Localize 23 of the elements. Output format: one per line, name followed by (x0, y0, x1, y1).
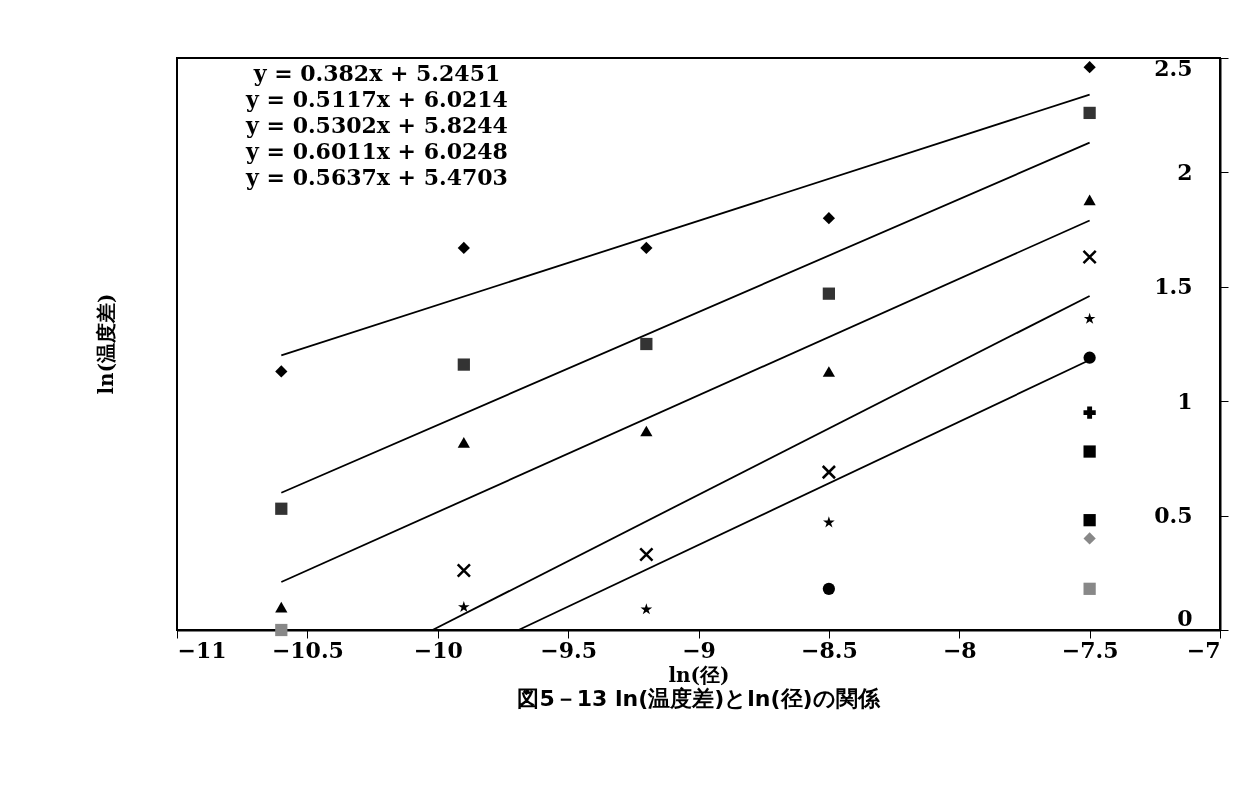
annotation: y = 0.5302x + 5.8244 (245, 112, 508, 138)
x-tick-label: −11 (177, 636, 227, 663)
y-axis-title: ln(温度差) (94, 293, 118, 395)
y-tick-label: 0.5 (1154, 502, 1193, 529)
x-tick-label: −9.5 (540, 636, 597, 663)
y-tick-label: 1.5 (1154, 273, 1193, 300)
y-tick-label: 1 (1177, 387, 1193, 414)
x-tick-label: −7 (1186, 636, 1221, 663)
x-tick-label: −7.5 (1061, 636, 1119, 663)
annotation: y = 0.6011x + 6.0248 (245, 138, 508, 164)
x-axis-title: ln(径) (668, 662, 730, 687)
text: 図5－13 ln(温度差)とln(径)の関係 (517, 686, 881, 711)
x-tick-label: −8 (942, 636, 977, 663)
y-tick-label: 2.5 (1154, 54, 1193, 81)
y-tick-label: 0 (1177, 604, 1193, 631)
annotation: y = 0.5117x + 6.0214 (245, 86, 508, 112)
x-tick-label: −10.5 (271, 636, 344, 663)
y-tick-label: 2 (1177, 158, 1193, 185)
x-tick-label: −9 (682, 636, 716, 663)
annotation: y = 0.382x + 5.2451 (252, 60, 501, 86)
x-tick-label: −10 (413, 636, 463, 663)
x-tick-label: −8.5 (801, 636, 858, 663)
annotation: y = 0.5637x + 5.4703 (245, 164, 508, 190)
